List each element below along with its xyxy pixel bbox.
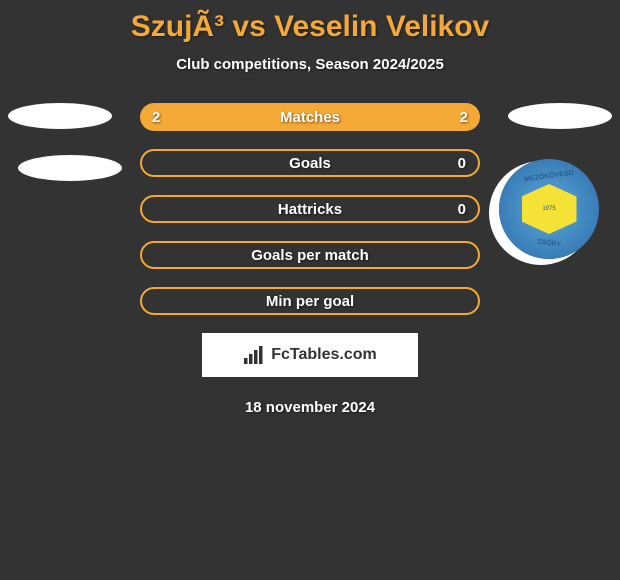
stat-bar: Hattricks 0 bbox=[140, 195, 480, 223]
stat-label: Hattricks bbox=[278, 201, 342, 218]
stat-label: Matches bbox=[280, 109, 340, 126]
fctables-logo[interactable]: FcTables.com bbox=[202, 333, 418, 377]
stat-right-value: 0 bbox=[458, 201, 466, 218]
stat-right-value: 2 bbox=[460, 109, 468, 126]
stat-bar: 2 Matches 2 bbox=[140, 103, 480, 131]
stats-bars: 2 Matches 2 Goals 0 Hattricks 0 Goals per match… bbox=[140, 103, 480, 315]
stat-label: Goals per match bbox=[251, 247, 369, 264]
stat-bar: Goals per match bbox=[140, 241, 480, 269]
badge-text-bottom: ZSÓRY bbox=[499, 233, 599, 254]
stat-label: Goals bbox=[289, 155, 331, 172]
player-left-placeholder-1 bbox=[8, 103, 112, 129]
badge-year: 1975 bbox=[542, 206, 555, 212]
player-left-placeholder-2 bbox=[18, 155, 122, 181]
stat-bar: Min per goal bbox=[140, 287, 480, 315]
stat-left-value: 2 bbox=[152, 109, 160, 126]
comparison-title: SzujÃ³ vs Veselin Velikov bbox=[0, 0, 620, 44]
content-area: MEZŐKÖVESD 1975 ZSÓRY 2Matches2Goals0Hat… bbox=[0, 103, 620, 416]
comparison-subtitle: Club competitions, Season 2024/2025 bbox=[0, 56, 620, 73]
logo-text: FcTables.com bbox=[271, 346, 377, 364]
team-badge-right: MEZŐKÖVESD 1975 ZSÓRY bbox=[499, 159, 599, 259]
player-right-placeholder-1 bbox=[508, 103, 612, 129]
stat-right-value: 0 bbox=[458, 155, 466, 172]
badge-shield-icon: 1975 bbox=[522, 184, 577, 234]
date-text: 18 november 2024 bbox=[0, 399, 620, 416]
badge-text-top: MEZŐKÖVESD bbox=[499, 166, 599, 187]
stat-label: Min per goal bbox=[266, 293, 354, 310]
stat-bar: Goals 0 bbox=[140, 149, 480, 177]
chart-bars-icon bbox=[243, 345, 265, 365]
